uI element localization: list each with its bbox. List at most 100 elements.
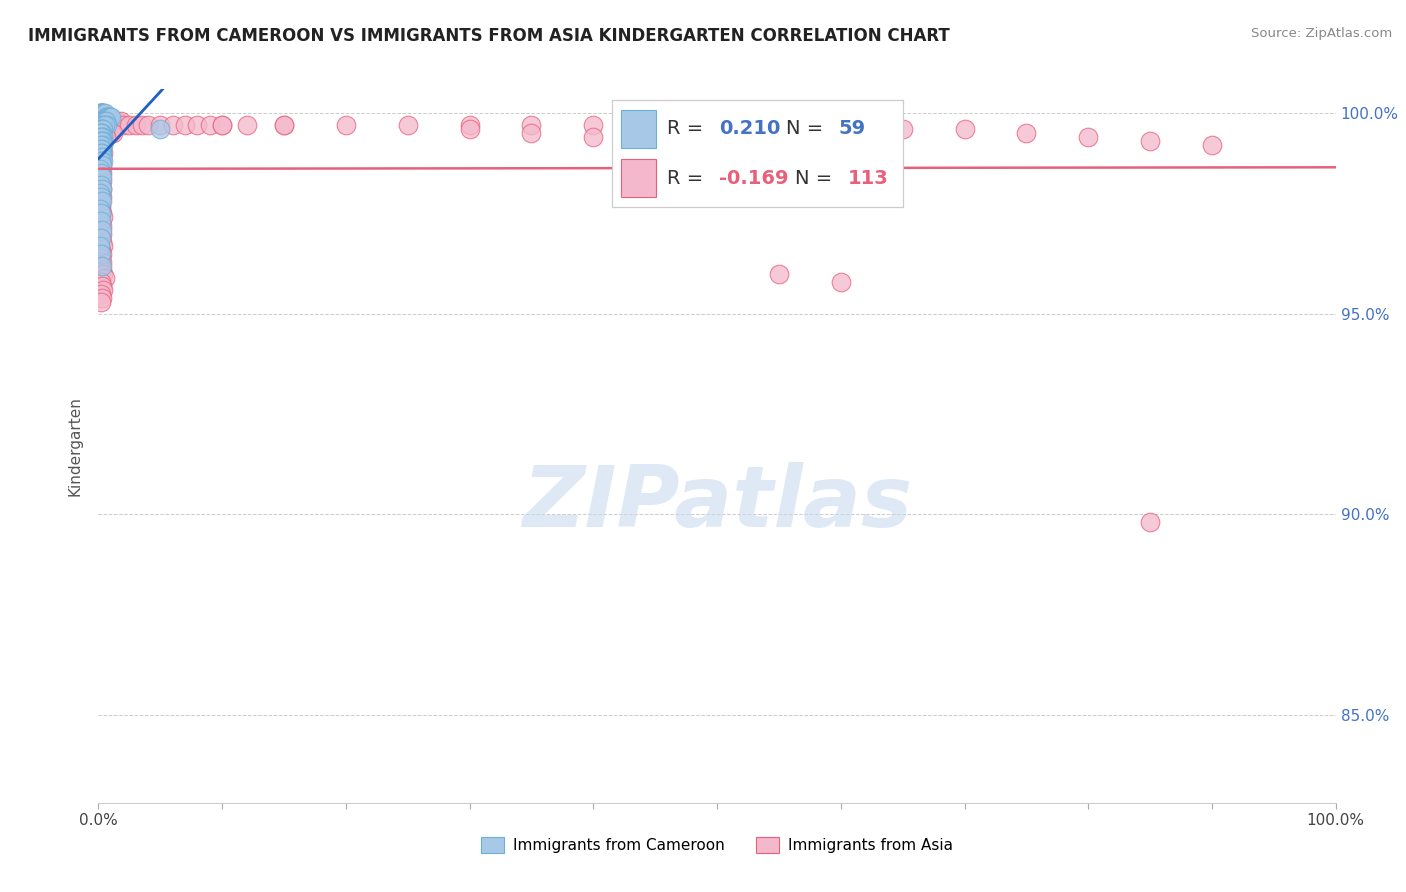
Point — [90, 186, 112, 201]
Point — [90, 230, 112, 244]
Point — [93, 130, 115, 145]
Point — [335, 118, 357, 132]
Point — [90, 230, 112, 244]
Point — [91, 106, 114, 120]
Point — [118, 118, 141, 132]
Point — [100, 114, 122, 128]
Point — [90, 222, 112, 236]
Point — [91, 122, 114, 136]
Point — [830, 275, 852, 289]
Point — [90, 214, 112, 228]
Point — [91, 106, 114, 120]
Point — [91, 130, 114, 145]
Point — [91, 126, 114, 140]
Point — [90, 122, 112, 136]
Point — [582, 130, 605, 145]
Point — [90, 134, 112, 148]
Point — [644, 134, 666, 148]
Point — [93, 238, 115, 252]
Point — [91, 194, 114, 209]
Text: ZIPatlas: ZIPatlas — [522, 461, 912, 545]
Point — [90, 138, 112, 153]
Point — [91, 174, 114, 188]
Point — [105, 114, 128, 128]
Point — [96, 110, 118, 124]
Point — [162, 118, 184, 132]
Point — [94, 114, 117, 128]
Point — [91, 122, 114, 136]
Point — [706, 138, 728, 153]
Point — [96, 110, 118, 124]
Point — [97, 122, 120, 136]
Point — [89, 186, 111, 201]
Point — [91, 246, 114, 260]
Text: Source: ZipAtlas.com: Source: ZipAtlas.com — [1251, 27, 1392, 40]
Point — [91, 138, 114, 153]
Point — [89, 106, 111, 120]
Point — [131, 118, 153, 132]
Point — [90, 154, 112, 169]
Point — [830, 146, 852, 161]
Point — [91, 134, 114, 148]
Point — [96, 118, 118, 132]
Point — [124, 118, 146, 132]
Point — [93, 122, 115, 136]
Point — [89, 202, 111, 217]
Point — [93, 106, 115, 120]
Point — [93, 122, 115, 136]
Point — [90, 142, 112, 156]
Point — [97, 110, 120, 124]
Point — [103, 114, 125, 128]
Point — [93, 270, 115, 285]
Point — [1139, 515, 1161, 529]
Point — [458, 118, 481, 132]
Point — [90, 130, 112, 145]
Point — [93, 283, 115, 297]
Point — [91, 150, 114, 164]
Point — [93, 134, 115, 148]
Point — [1015, 126, 1038, 140]
Point — [582, 118, 605, 132]
Point — [90, 146, 112, 161]
Point — [211, 118, 233, 132]
Point — [91, 158, 114, 172]
Point — [91, 190, 114, 204]
Point — [186, 118, 208, 132]
Point — [93, 114, 115, 128]
Point — [91, 122, 114, 136]
Point — [520, 126, 543, 140]
Point — [91, 146, 114, 161]
Point — [149, 118, 172, 132]
Point — [94, 130, 117, 145]
Point — [768, 118, 790, 132]
Point — [91, 118, 114, 132]
Point — [90, 122, 112, 136]
Point — [90, 154, 112, 169]
Point — [93, 106, 115, 120]
Point — [93, 126, 115, 140]
Point — [90, 198, 112, 212]
Point — [90, 243, 112, 257]
Point — [1201, 138, 1223, 153]
Point — [90, 259, 112, 273]
Point — [94, 122, 117, 136]
Point — [90, 166, 112, 180]
Point — [89, 106, 111, 120]
Point — [90, 130, 112, 145]
Point — [97, 110, 120, 124]
Point — [91, 206, 114, 220]
Point — [93, 114, 115, 128]
Point — [91, 259, 114, 273]
Point — [830, 118, 852, 132]
Point — [273, 118, 295, 132]
Point — [90, 294, 112, 309]
Point — [644, 118, 666, 132]
Point — [90, 126, 112, 140]
Point — [94, 110, 117, 124]
Point — [89, 238, 111, 252]
Point — [91, 158, 114, 172]
Point — [90, 134, 112, 148]
Point — [211, 118, 233, 132]
Point — [91, 222, 114, 236]
Point — [91, 142, 114, 156]
